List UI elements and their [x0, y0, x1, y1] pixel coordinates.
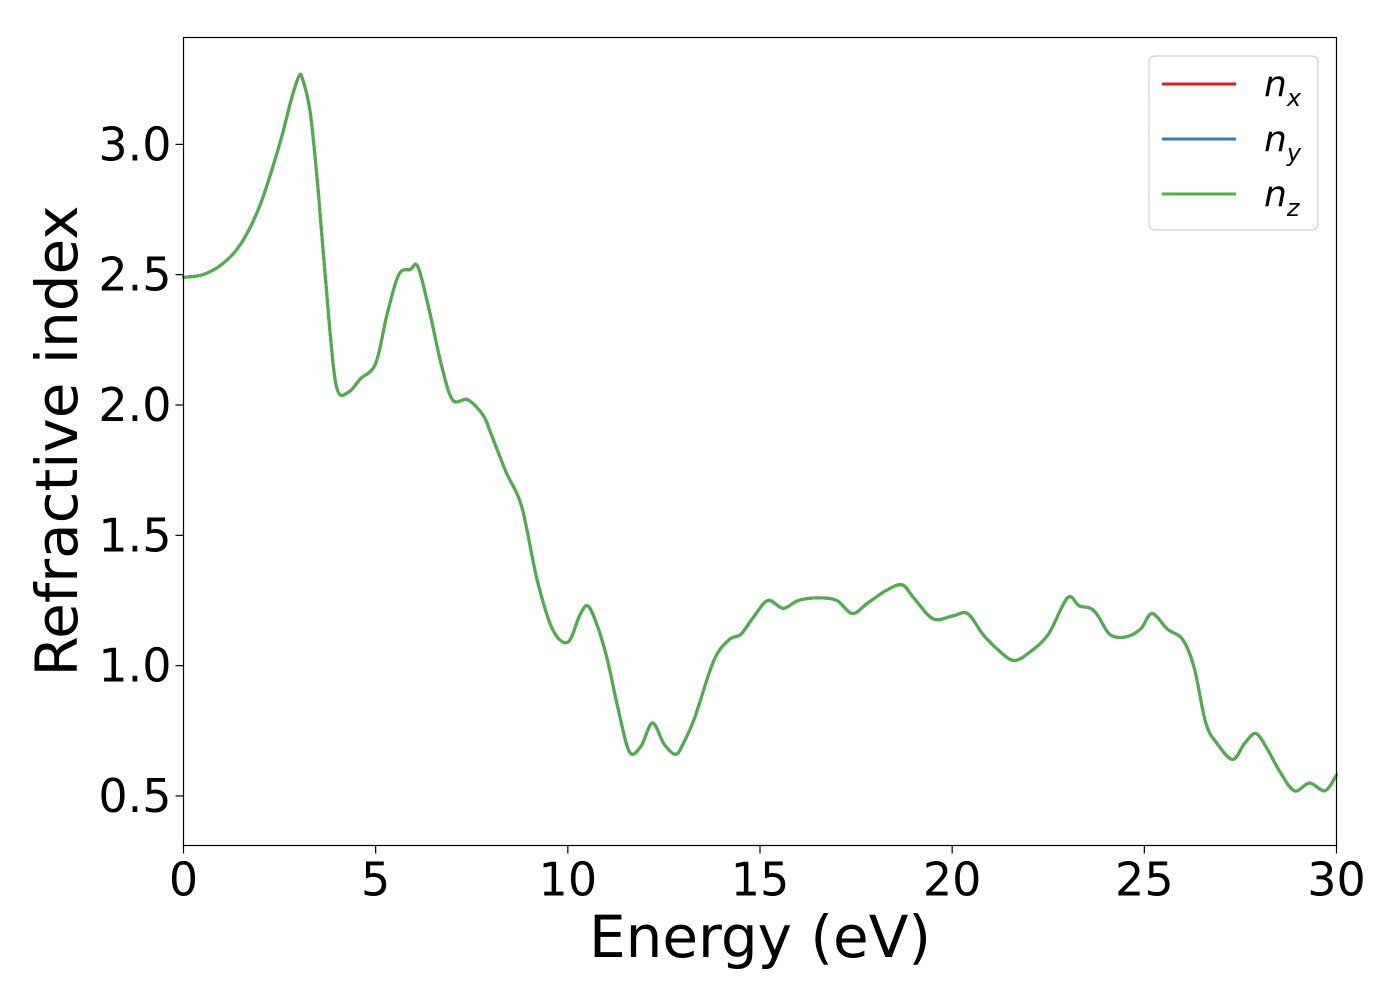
series-line-nz — [182, 72, 1338, 793]
x-tick-label: 25 — [1115, 853, 1174, 907]
x-tick-label: 10 — [539, 853, 598, 907]
y-axis-label: Refractive index — [23, 205, 91, 676]
plot-lines — [182, 72, 1338, 793]
x-axis-label: Energy (eV) — [589, 903, 931, 971]
y-tick-label: 3.0 — [98, 117, 171, 171]
legend-label-nx: nx — [1264, 64, 1302, 112]
x-tick-label: 20 — [923, 853, 982, 907]
legend-box — [1148, 55, 1319, 231]
x-tick-label: 30 — [1307, 853, 1366, 907]
y-tick-label: 0.5 — [98, 769, 171, 823]
y-tick-label: 1.5 — [98, 508, 171, 562]
x-axis-ticks: 0 5 10 15 20 25 30 — [169, 845, 1366, 907]
legend-label-nz: nz — [1264, 174, 1301, 222]
x-tick-label: 0 — [169, 853, 198, 907]
x-tick-label: 5 — [361, 853, 390, 907]
legend: nx ny nz — [1148, 55, 1319, 231]
legend-label-ny: ny — [1264, 119, 1302, 167]
y-tick-label: 2.0 — [98, 378, 171, 432]
y-axis-ticks: 0.5 1.0 1.5 2.0 2.5 3.0 — [98, 117, 184, 823]
y-tick-label: 1.0 — [98, 639, 171, 693]
x-tick-label: 15 — [731, 853, 790, 907]
y-tick-label: 2.5 — [98, 248, 171, 302]
